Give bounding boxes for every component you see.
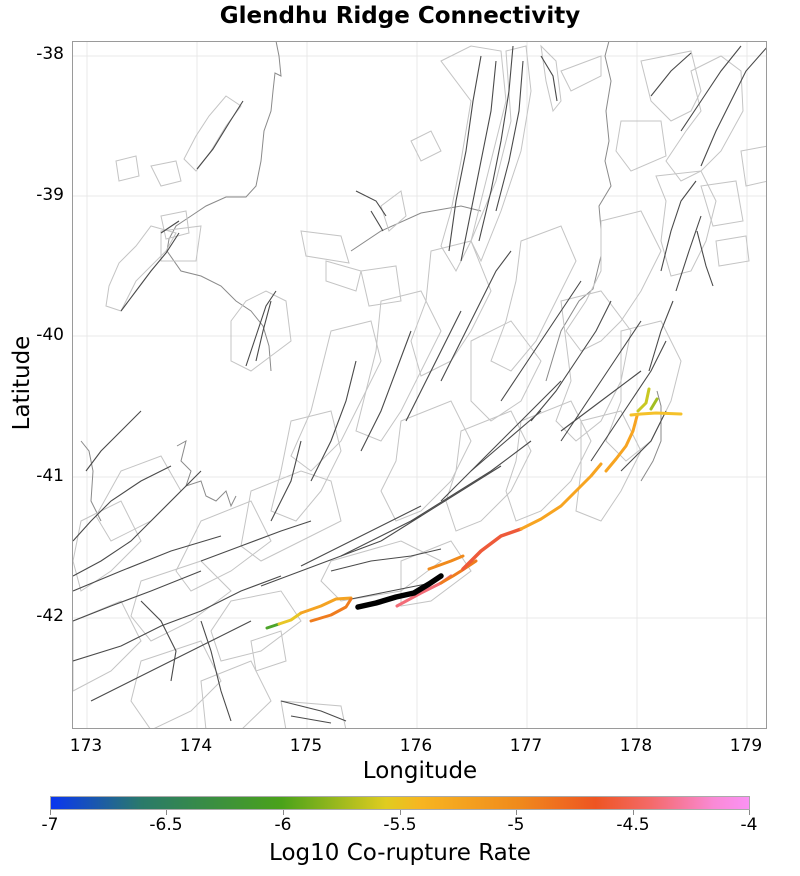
colorbar-tick-label: -6.5 — [149, 815, 183, 835]
x-tick-label: 179 — [729, 736, 763, 756]
x-tick-label: 178 — [619, 736, 653, 756]
x-tick-label: 175 — [289, 736, 323, 756]
colorbar-tick-label: -6 — [274, 815, 292, 835]
x-tick-label: 174 — [179, 736, 213, 756]
colorbar-tick-label: -7 — [41, 815, 59, 835]
y-axis-label: Latitude — [9, 335, 35, 431]
fault-traces — [73, 45, 766, 724]
corupture-segments — [265, 387, 683, 630]
x-tick-label: 177 — [509, 736, 543, 756]
colorbar-tick-label: -4.5 — [616, 815, 650, 835]
colorbar-tick-label: -4 — [740, 815, 758, 835]
map-plot-area[interactable] — [72, 41, 767, 729]
x-tick-label: 173 — [69, 736, 103, 756]
y-tick-label: -39 — [36, 185, 64, 205]
colorbar-tick-label: -5 — [507, 815, 525, 835]
y-tick-label: -42 — [36, 606, 64, 626]
colorbar-tick-label: -5.5 — [383, 815, 417, 835]
gridlines — [73, 42, 766, 728]
colorbar — [50, 796, 750, 810]
colorbar-label: Log10 Co-rupture Rate — [269, 840, 531, 866]
fault-map — [73, 42, 766, 728]
chart-title: Glendhu Ridge Connectivity — [219, 3, 581, 29]
y-tick-label: -38 — [36, 44, 64, 64]
y-tick-label: -41 — [36, 466, 64, 486]
target-fault-glendhu-ridge — [355, 573, 444, 610]
x-axis-label: Longitude — [362, 758, 478, 784]
coastline — [80, 42, 662, 522]
y-tick-label: -40 — [36, 325, 64, 345]
fault-subsections — [73, 44, 766, 728]
x-tick-label: 176 — [399, 736, 433, 756]
